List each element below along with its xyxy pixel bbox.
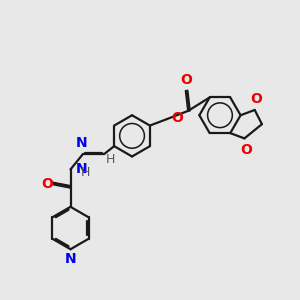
Text: N: N bbox=[65, 252, 76, 266]
Text: O: O bbox=[240, 142, 252, 157]
Text: O: O bbox=[250, 92, 262, 106]
Text: H: H bbox=[105, 153, 115, 166]
Text: O: O bbox=[171, 111, 183, 125]
Text: N: N bbox=[76, 136, 87, 150]
Text: O: O bbox=[180, 73, 192, 87]
Text: N: N bbox=[76, 162, 87, 176]
Text: O: O bbox=[42, 177, 53, 191]
Text: H: H bbox=[81, 167, 91, 179]
